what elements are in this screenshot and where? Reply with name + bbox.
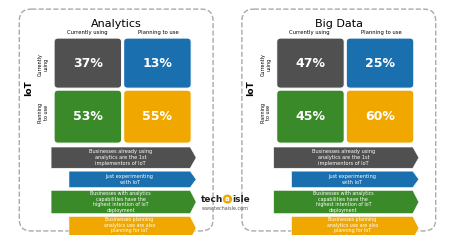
FancyBboxPatch shape [346, 90, 414, 143]
Text: 55%: 55% [142, 110, 172, 123]
Text: Analytics: Analytics [91, 19, 142, 29]
FancyBboxPatch shape [277, 90, 344, 143]
Text: Big Data: Big Data [315, 19, 363, 29]
FancyBboxPatch shape [346, 38, 414, 88]
Text: IoT: IoT [246, 80, 255, 96]
Text: Businesses planning
analytics use are also
planning for IoT
deployment: Businesses planning analytics use are al… [104, 217, 155, 239]
Text: 37%: 37% [73, 57, 103, 70]
Polygon shape [51, 147, 196, 168]
Text: Businesses with analytics
capabilities have the
highest intention of IoT
deploym: Businesses with analytics capabilities h… [313, 191, 374, 213]
Text: Planning
to use: Planning to use [261, 102, 271, 123]
Text: 45%: 45% [296, 110, 325, 123]
Text: IoT: IoT [24, 80, 33, 96]
Text: Currently using: Currently using [289, 30, 330, 35]
Text: Just experimenting
with IoT: Just experimenting with IoT [106, 174, 153, 185]
Polygon shape [274, 190, 419, 214]
Text: Planning
to use: Planning to use [38, 102, 49, 123]
Text: www.techaisle.com: www.techaisle.com [202, 206, 248, 211]
Text: Businesses already using
analytics are the 1st
implementors of IoT: Businesses already using analytics are t… [89, 149, 152, 166]
Text: Just experimenting
with IoT: Just experimenting with IoT [328, 174, 376, 185]
Polygon shape [292, 171, 419, 188]
Text: isle: isle [232, 195, 250, 204]
Text: 53%: 53% [73, 110, 103, 123]
Polygon shape [69, 171, 196, 188]
FancyBboxPatch shape [54, 90, 122, 143]
Text: Currently using: Currently using [67, 30, 107, 35]
Text: Businesses with analytics
capabilities have the
highest intention of IoT
deploym: Businesses with analytics capabilities h… [90, 191, 151, 213]
Polygon shape [274, 147, 419, 168]
Text: Businesses planning
analytics use are also
planning for IoT
deployment: Businesses planning analytics use are al… [327, 217, 378, 239]
Circle shape [224, 195, 231, 203]
Text: Currently
using: Currently using [38, 53, 49, 76]
FancyBboxPatch shape [277, 38, 344, 88]
Text: 60%: 60% [365, 110, 395, 123]
Text: Planning to use: Planning to use [360, 30, 401, 35]
Text: 13%: 13% [143, 57, 172, 70]
Text: 47%: 47% [296, 57, 325, 70]
Text: tech: tech [201, 195, 223, 204]
Text: Businesses already using
analytics are the 1st
implementors of IoT: Businesses already using analytics are t… [312, 149, 375, 166]
FancyBboxPatch shape [54, 38, 122, 88]
FancyBboxPatch shape [124, 38, 191, 88]
Text: a: a [225, 196, 230, 202]
Polygon shape [292, 217, 419, 240]
FancyBboxPatch shape [124, 90, 191, 143]
Text: 25%: 25% [365, 57, 395, 70]
Text: Currently
using: Currently using [261, 53, 271, 76]
Text: Planning to use: Planning to use [138, 30, 179, 35]
Polygon shape [51, 190, 196, 214]
Polygon shape [69, 217, 196, 240]
